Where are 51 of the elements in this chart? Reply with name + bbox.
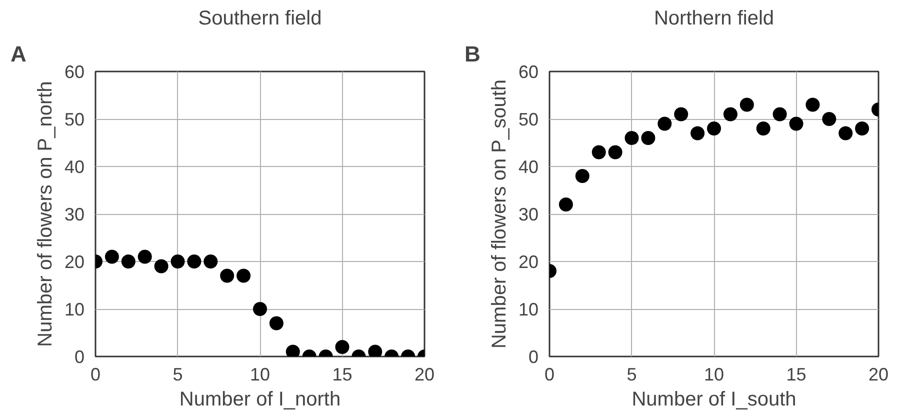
point [558, 198, 573, 212]
point [772, 107, 787, 122]
x-axis-title: Number of I_north [179, 388, 341, 410]
text: A [10, 42, 26, 66]
x-tick-label: 0 [544, 364, 555, 384]
x-tick-label: 5 [172, 364, 183, 384]
point [641, 131, 656, 145]
point [756, 122, 770, 136]
x-tick-label: 15 [332, 364, 352, 384]
x-tick-label: 0 [90, 364, 101, 384]
y-tick-label: 10 [518, 300, 539, 320]
point [822, 112, 836, 126]
point [624, 131, 639, 145]
y-axis-title: Number of flowers on P_north [34, 81, 56, 347]
x-tick-label: 10 [250, 364, 270, 384]
y-tick-label: 50 [518, 110, 539, 130]
y-tick-label: 60 [518, 62, 539, 82]
chart-title: Southern field [198, 8, 322, 30]
x-axis-title: Number of I_south [632, 388, 796, 410]
x-tick-label: 10 [704, 364, 724, 384]
point [592, 145, 606, 160]
point [575, 169, 590, 183]
y-tick-label: 20 [518, 252, 539, 272]
text: B [464, 42, 480, 66]
x-tick-label: 20 [414, 364, 435, 384]
point [608, 145, 622, 160]
point [806, 98, 820, 112]
point [740, 98, 754, 112]
point [658, 116, 672, 131]
point [707, 122, 721, 136]
y-axis-title: Number of flowers on P_south [488, 79, 510, 349]
y-tick-label: 60 [64, 62, 85, 82]
point [855, 122, 870, 136]
x-tick-label: 5 [626, 364, 637, 384]
y-tick-label: 30 [518, 204, 539, 224]
y-tick-label: 50 [64, 110, 85, 130]
x-tick-label: 15 [786, 364, 806, 384]
y-tick-label: 0 [528, 347, 539, 367]
y-tick-label: 40 [518, 157, 539, 177]
point [838, 126, 853, 140]
y-tick-label: 40 [64, 157, 85, 177]
chart-title: Northern field [654, 8, 774, 30]
y-tick-label: 10 [64, 300, 85, 320]
point [723, 107, 738, 122]
y-tick-label: 30 [64, 204, 85, 224]
x-tick-label: 20 [868, 364, 889, 384]
point [690, 126, 705, 140]
y-tick-label: 20 [64, 252, 85, 272]
point [674, 107, 688, 122]
y-tick-label: 0 [74, 347, 85, 367]
point [789, 116, 804, 131]
